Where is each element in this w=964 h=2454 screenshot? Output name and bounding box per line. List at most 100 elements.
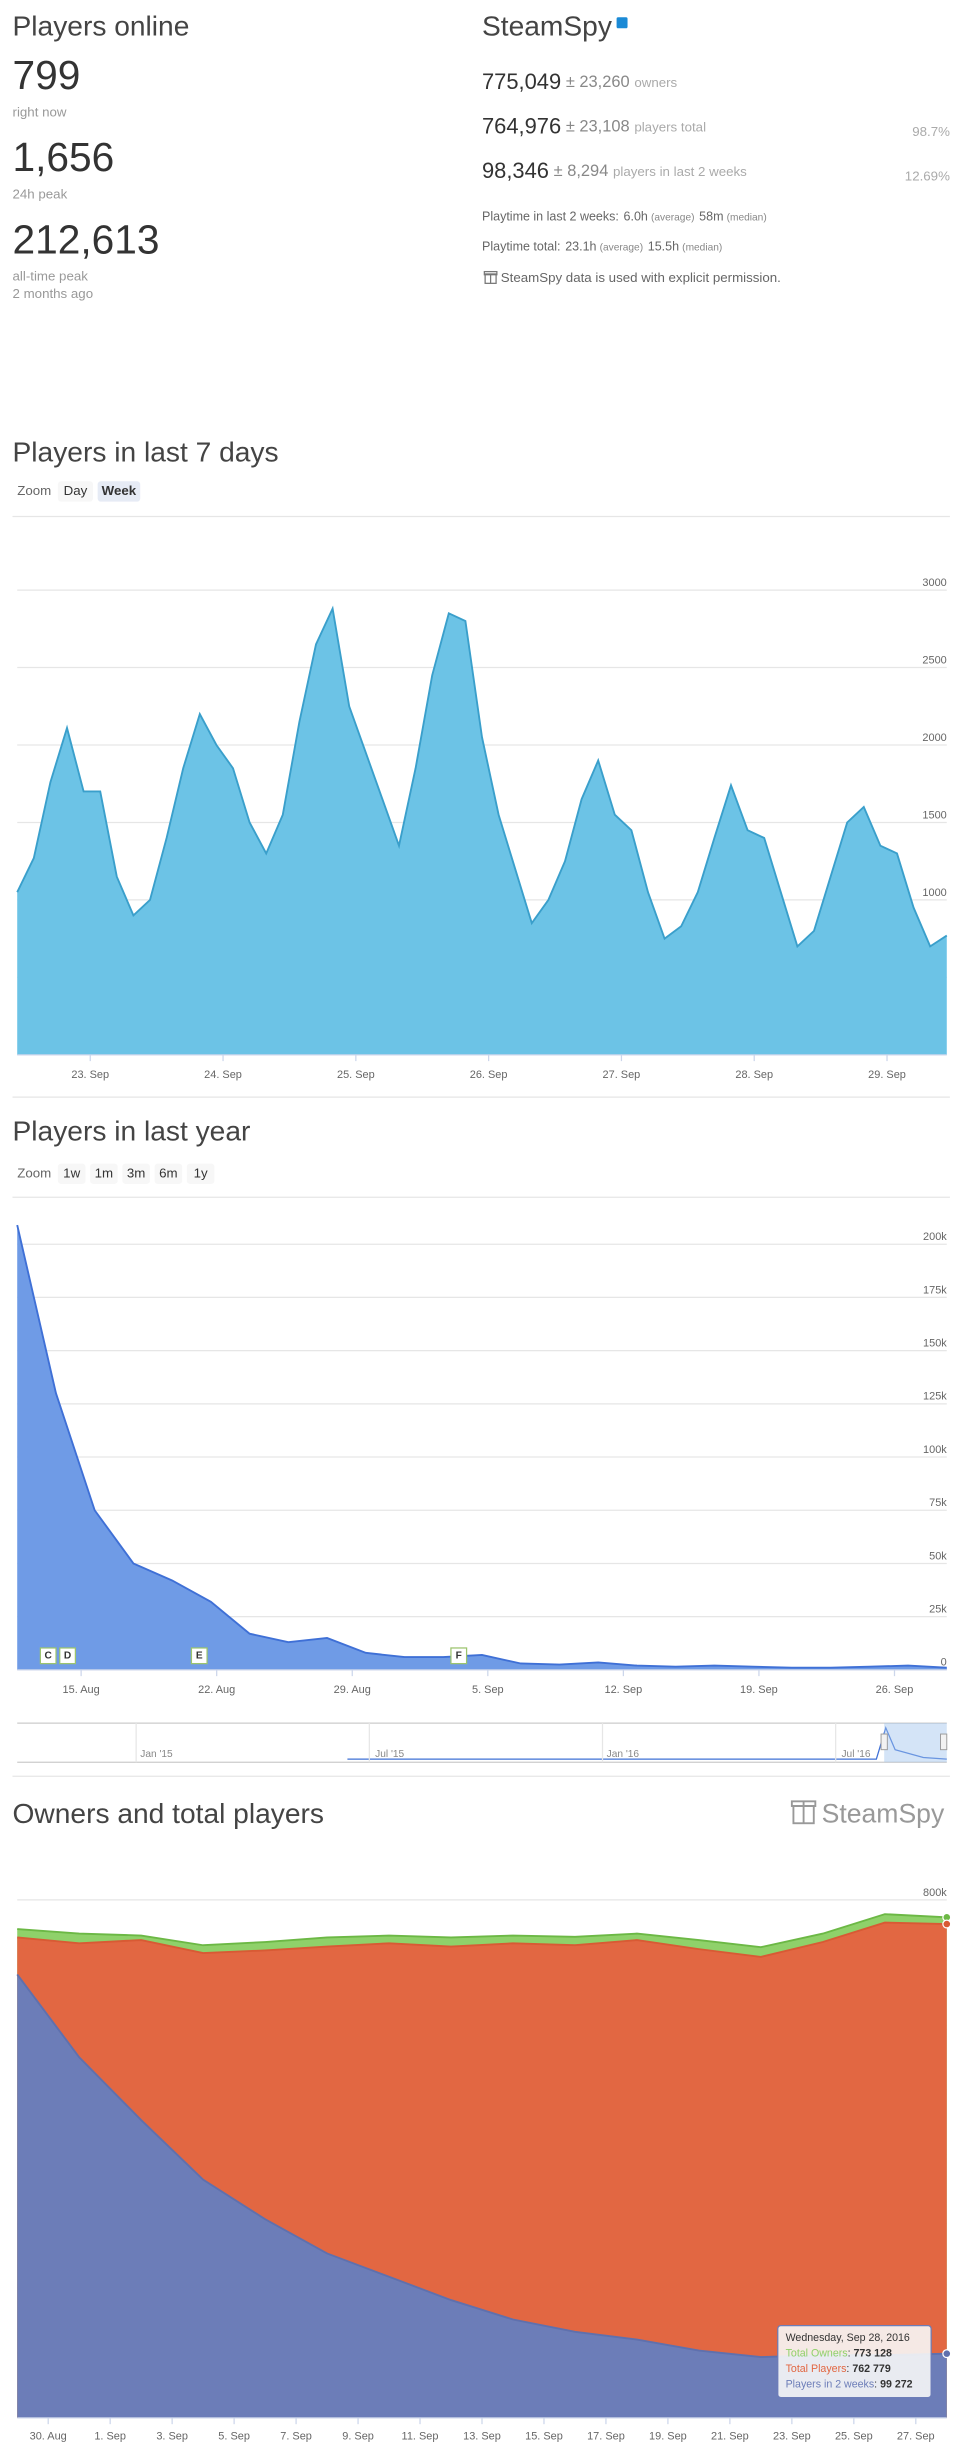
stat-value: 98,346 <box>482 158 549 183</box>
stat-label: owners <box>634 75 677 90</box>
y-tick-label: 2500 <box>922 654 946 666</box>
y-tick-label: 125k <box>923 1391 947 1403</box>
zoom-button[interactable] <box>186 1163 215 1184</box>
playtime-label: Playtime in last 2 weeks: <box>482 210 619 224</box>
zoom-button-label[interactable]: 1y <box>194 1165 208 1180</box>
flag[interactable] <box>450 1647 468 1665</box>
zoom-button-label[interactable]: 1m <box>95 1165 113 1180</box>
stat-label: all-time peak <box>13 269 89 284</box>
stat-label: right now <box>13 104 67 119</box>
x-tick-label: 19. Sep <box>740 1684 778 1696</box>
y-tick-label: 1500 <box>922 809 946 821</box>
x-tick-label: 26. Sep <box>876 1684 914 1696</box>
zoom-button-label[interactable]: Week <box>102 483 137 498</box>
tooltip-title: Wednesday, Sep 28, 2016 <box>786 2332 910 2344</box>
navigator-handle[interactable] <box>880 1733 888 1751</box>
gift-icon <box>483 270 498 284</box>
navigator-label: Jan '15 <box>140 1749 173 1760</box>
x-tick-label: 23. Sep <box>71 1069 109 1081</box>
stat-label: 24h peak <box>13 186 68 201</box>
zoom-button-label[interactable]: 1w <box>63 1165 80 1180</box>
area-fill <box>17 608 947 1055</box>
navigator-selection[interactable] <box>884 1723 947 1763</box>
navigator-handle[interactable] <box>940 1733 948 1751</box>
brand-label: SteamSpy <box>822 1798 945 1828</box>
playtime-note: (median) <box>682 242 722 253</box>
x-tick-label: 5. Sep <box>218 2431 250 2443</box>
stat-value: 1,656 <box>13 134 115 180</box>
external-link-icon[interactable] <box>616 17 628 29</box>
tooltip-item: Total Owners: 773 128 <box>786 2348 892 2360</box>
zoom-button-label[interactable]: 3m <box>127 1165 145 1180</box>
x-tick-label: 25. Sep <box>835 2431 873 2443</box>
zoom-button-label[interactable]: Day <box>64 483 88 498</box>
permission: SteamSpy data is used with explicit perm… <box>501 270 781 285</box>
y-tick-label: 2000 <box>922 732 946 744</box>
x-tick-label: 29. Aug <box>334 1684 371 1696</box>
zoom-button[interactable] <box>57 1163 86 1184</box>
x-tick-label: 13. Sep <box>463 2431 501 2443</box>
stat-share: 12.69% <box>905 168 950 183</box>
y-tick-label: 150k <box>923 1337 947 1349</box>
tooltip-item: Players in 2 weeks: 99 272 <box>786 2378 913 2390</box>
playtime-label: Playtime total: <box>482 240 561 254</box>
tooltip-separator: : <box>846 2363 852 2375</box>
owner-stat: 764,976 ± 23,108 players total <box>482 113 706 138</box>
x-tick-label: 11. Sep <box>402 2431 439 2443</box>
x-tick-label: 17. Sep <box>587 2431 625 2443</box>
stat-value: 764,976 <box>482 113 561 138</box>
chart-title: Players in last year <box>13 1116 251 1147</box>
flag-label: C <box>45 1650 53 1661</box>
tooltip-name: Total Players <box>786 2363 847 2375</box>
x-tick-label: 30. Aug <box>30 2431 67 2443</box>
owner-stat: 98,346 ± 8,294 players in last 2 weeks <box>482 158 747 183</box>
x-tick-label: 28. Sep <box>735 1069 773 1081</box>
owner-stat: 775,049 ± 23,260 owners <box>482 69 678 94</box>
y-tick-label: 1000 <box>922 887 946 899</box>
zoom-label: Zoom <box>17 483 51 498</box>
tooltip-value: 762 779 <box>852 2363 890 2375</box>
x-tick-label: 26. Sep <box>470 1069 508 1081</box>
stat-note: 2 months ago <box>13 286 94 301</box>
x-tick-label: 25. Sep <box>337 1069 375 1081</box>
hover-marker <box>942 1919 952 1929</box>
tooltip-name: Total Owners <box>786 2348 848 2360</box>
y-tick-label: 75k <box>929 1497 947 1509</box>
zoom-button[interactable] <box>97 481 141 502</box>
flag[interactable] <box>59 1647 77 1665</box>
tooltip-separator: : <box>848 2348 854 2360</box>
tooltip-value: 773 128 <box>854 2348 892 2360</box>
zoom-button[interactable] <box>57 481 93 502</box>
tooltip-separator: : <box>874 2378 880 2390</box>
stat-value: 799 <box>13 52 81 98</box>
flag[interactable] <box>39 1647 57 1665</box>
y-tick-label: 200k <box>923 1231 947 1243</box>
zoom-button-label[interactable]: 6m <box>159 1165 177 1180</box>
zoom-button[interactable] <box>122 1163 150 1184</box>
x-tick-label: 15. Aug <box>63 1684 100 1696</box>
y-tick-label: 175k <box>923 1284 947 1296</box>
flag[interactable] <box>190 1647 208 1665</box>
zoom-button[interactable] <box>154 1163 183 1184</box>
stat-value: 212,613 <box>13 216 160 262</box>
zoom-button[interactable] <box>90 1163 118 1184</box>
navigator-label: Jul '15 <box>375 1749 404 1760</box>
x-tick-label: 3. Sep <box>156 2431 188 2443</box>
stat-label: players total <box>634 119 706 134</box>
navigator-series <box>347 1725 947 1760</box>
flag-label: E <box>196 1650 203 1661</box>
navigator-label: Jul '16 <box>841 1749 870 1760</box>
x-tick-label: 1. Sep <box>94 2431 126 2443</box>
x-tick-label: 22. Aug <box>198 1684 235 1696</box>
stat-error: ± 23,260 <box>566 73 630 91</box>
playtime-average: 23.1h <box>565 240 596 254</box>
playtime-median: 15.5h <box>648 240 679 254</box>
playtime: Playtime total: 23.1h (average) 15.5h (media… <box>482 240 722 254</box>
x-tick-label: 12. Sep <box>605 1684 643 1696</box>
y-tick-label: 100k <box>923 1444 947 1456</box>
playtime-average: 6.0h <box>624 210 648 224</box>
brand-icon <box>790 1800 817 1825</box>
chart-title: Players in last 7 days <box>13 436 279 467</box>
hover-marker <box>942 2349 952 2359</box>
